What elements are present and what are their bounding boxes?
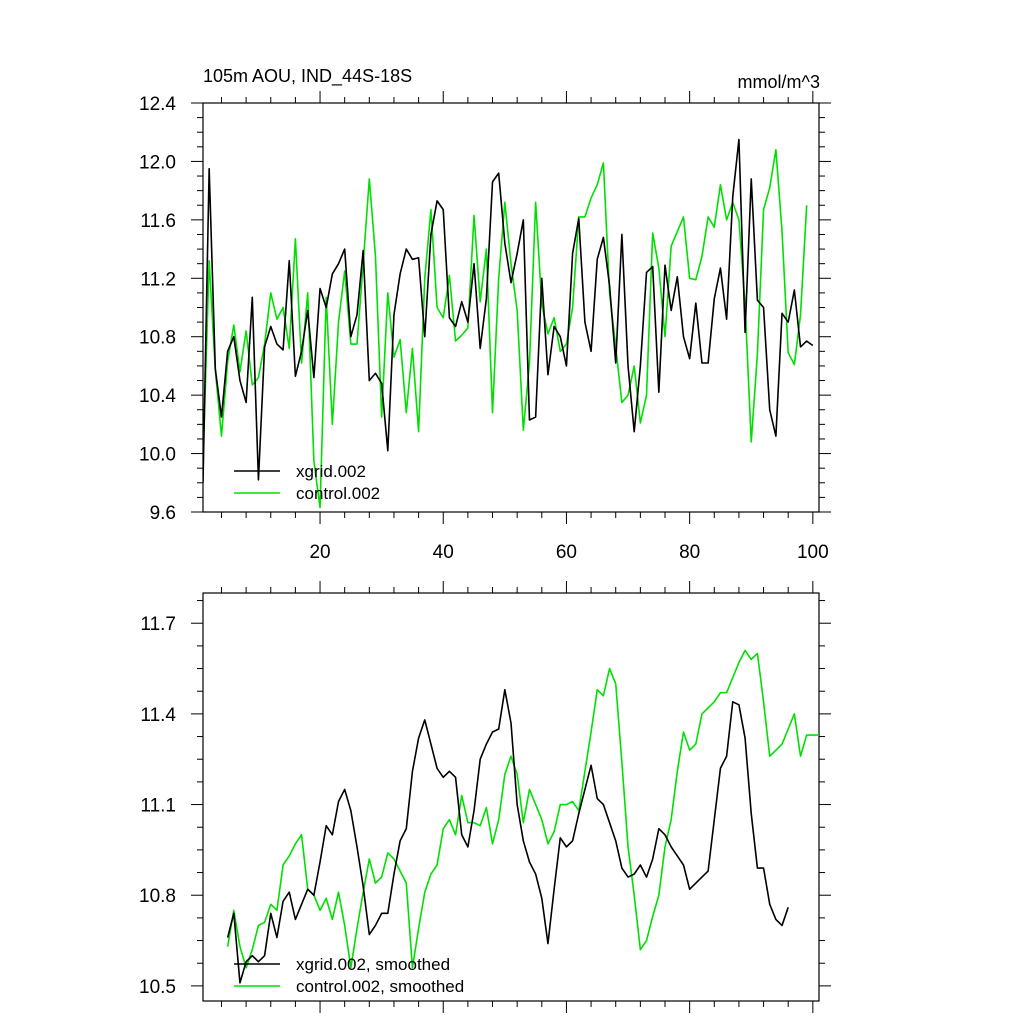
x-tick-label: 100 bbox=[797, 542, 829, 563]
bottom-plot-frame bbox=[202, 592, 820, 1002]
y-tick-label: 9.6 bbox=[150, 503, 176, 524]
units-label: mmol/m^3 bbox=[738, 72, 820, 92]
x-tick-label: 40 bbox=[433, 542, 454, 563]
y-tick-label: 11.7 bbox=[140, 614, 176, 635]
y-tick-label: 11.6 bbox=[140, 211, 176, 232]
y-tick-label: 10.8 bbox=[139, 886, 176, 907]
chart-title: 105m AOU, IND_44S-18S bbox=[203, 66, 412, 87]
y-tick-label: 11.1 bbox=[140, 796, 176, 817]
legend-label: control.002 bbox=[296, 484, 380, 503]
y-tick-label: 10.4 bbox=[139, 386, 176, 407]
y-tick-label: 12.4 bbox=[139, 94, 176, 115]
x-tick-label: 80 bbox=[679, 542, 700, 563]
y-tick-label: 12.0 bbox=[139, 152, 176, 173]
legend-label: control.002, smoothed bbox=[296, 977, 464, 996]
y-tick-label: 10.8 bbox=[139, 328, 176, 349]
series-line-xgrid bbox=[203, 138, 814, 483]
y-tick-label: 11.4 bbox=[140, 705, 176, 726]
bottom-panel: 10.5 10.8 11.1 11.4 11.7 xgrid.002, smoothed c… bbox=[139, 581, 831, 1013]
series-line-control bbox=[226, 649, 819, 969]
top-panel: 105m AOU, IND_44S-18S mmol/m^3 20 40 60 80 1… bbox=[139, 66, 831, 563]
y-tick-label: 10.5 bbox=[139, 977, 176, 998]
x-tick-label: 60 bbox=[556, 542, 577, 563]
series-line-xgrid bbox=[226, 688, 789, 984]
y-tick-label: 10.0 bbox=[139, 445, 176, 466]
legend-label: xgrid.002, smoothed bbox=[296, 955, 450, 974]
y-tick-label: 11.2 bbox=[140, 269, 176, 290]
legend-label: xgrid.002 bbox=[296, 462, 366, 481]
x-tick-label: 20 bbox=[309, 542, 330, 563]
